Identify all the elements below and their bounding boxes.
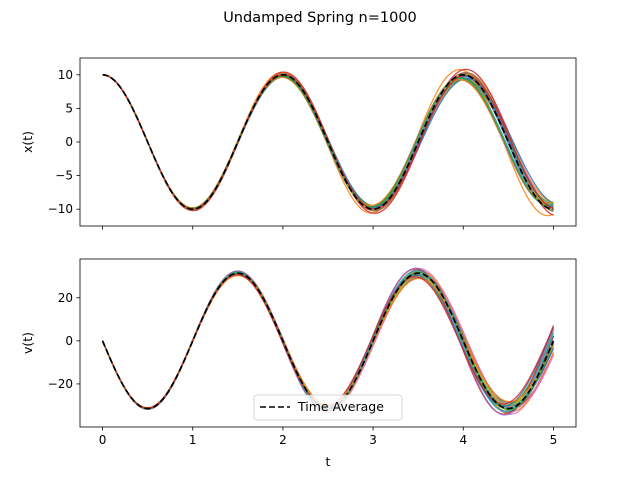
y-tick-label: 0 xyxy=(65,135,73,149)
top-axes-x-of-t: 10 5 0 −5 −10 x(t) xyxy=(20,57,577,230)
y-tick-label: 0 xyxy=(65,334,73,348)
legend-label-time-average: Time Average xyxy=(297,399,384,414)
bottom-ticks: 0 1 2 3 4 5 20 0 −20 xyxy=(48,291,558,447)
bottom-axes-v-of-t: 0 1 2 3 4 5 20 0 −20 v(t) t Time Average xyxy=(20,258,577,469)
time-average-series xyxy=(102,73,554,211)
top-time-average-line xyxy=(102,73,554,211)
y-tick-label: 20 xyxy=(58,291,73,305)
figure-title: Undamped Spring n=1000 xyxy=(223,10,417,26)
bottom-y-axis-label: v(t) xyxy=(20,332,35,354)
time-average-series xyxy=(101,272,555,410)
x-tick-label: 4 xyxy=(459,433,467,447)
bottom-x-axis-label: t xyxy=(326,454,331,469)
y-tick-label: −5 xyxy=(55,169,73,183)
top-ticks: 10 5 0 −5 −10 xyxy=(48,68,554,230)
y-tick-label: 10 xyxy=(58,68,73,82)
top-y-axis-label: x(t) xyxy=(20,131,35,153)
x-tick-label: 2 xyxy=(279,433,287,447)
bottom-time-average-line xyxy=(101,272,555,410)
y-tick-label: −10 xyxy=(48,202,73,216)
x-tick-label: 1 xyxy=(189,433,197,447)
y-tick-label: −20 xyxy=(48,377,73,391)
x-tick-label: 5 xyxy=(550,433,558,447)
bottom-axes-frame xyxy=(79,258,577,428)
y-tick-label: 5 xyxy=(65,101,73,115)
x-tick-label: 0 xyxy=(99,433,107,447)
x-tick-label: 3 xyxy=(369,433,377,447)
bottom-ensemble-trajectories xyxy=(101,267,555,416)
legend-box xyxy=(253,394,403,421)
legend: Time Average xyxy=(253,394,403,421)
